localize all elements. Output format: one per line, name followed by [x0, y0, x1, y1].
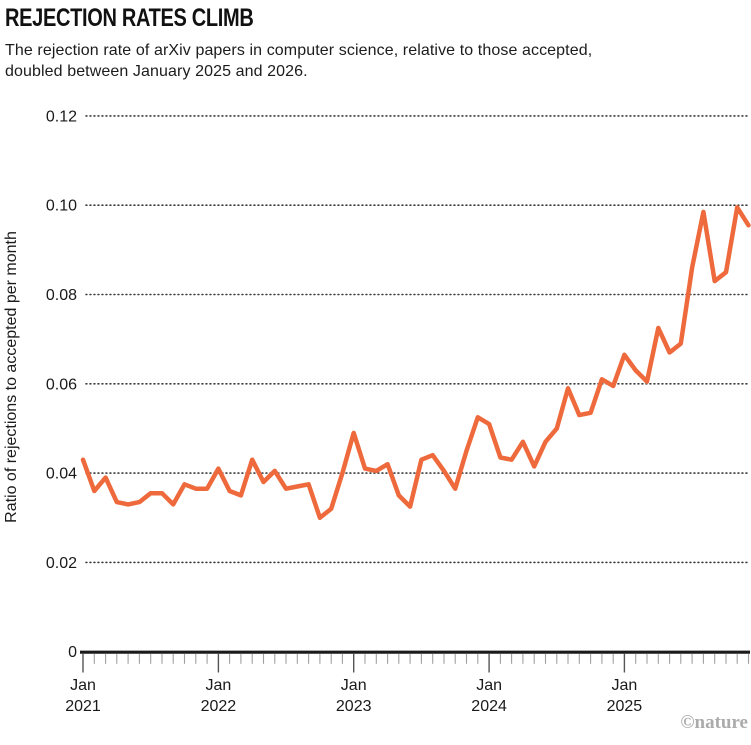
y-tick-label: 0	[68, 644, 77, 661]
x-tick-label-year: 2022	[201, 698, 237, 715]
x-tick-label-month: Jan	[341, 677, 367, 694]
x-tick-label-year: 2024	[471, 698, 507, 715]
x-tick-label-month: Jan	[612, 677, 638, 694]
x-tick-label-year: 2021	[65, 698, 101, 715]
gridlines	[85, 115, 749, 564]
chart-subtitle-line2: doubled between January 2025 and 2026.	[5, 63, 308, 80]
chart-subtitle-line1: The rejection rate of arXiv papers in co…	[5, 42, 593, 59]
data-line	[80, 205, 751, 521]
y-tick-labels: 0 0.02 0.04 0.06 0.08 0.10 0.12	[46, 108, 77, 661]
y-tick-label: 0.12	[46, 108, 77, 125]
chart-title: REJECTION RATES CLIMB	[5, 4, 597, 33]
x-tick-label-year: 2025	[607, 698, 643, 715]
y-tick-label: 0.04	[46, 466, 77, 483]
x-tick-label-month: Jan	[206, 677, 232, 694]
chart-subtitle: The rejection rate of arXiv papers in co…	[5, 40, 745, 82]
x-tick-label-month: Jan	[476, 677, 502, 694]
x-axis	[80, 650, 750, 673]
y-tick-label: 0.06	[46, 376, 77, 393]
chart-header: REJECTION RATES CLIMB The rejection rate…	[5, 4, 745, 82]
chart-title-text: REJECTION RATES CLIMB	[5, 4, 254, 32]
y-tick-label: 0.08	[46, 287, 77, 304]
y-axis-title: Ratio of rejections to accepted per mont…	[3, 231, 20, 523]
y-tick-label: 0.02	[46, 555, 77, 572]
x-tick-label-year: 2023	[336, 698, 372, 715]
y-tick-label: 0.10	[46, 198, 77, 215]
nature-credit: ©nature	[680, 712, 748, 733]
x-tick-label-month: Jan	[70, 677, 96, 694]
x-tick-labels: Jan 2021 Jan 2022 Jan 2023 Jan 2024 Jan 2025	[65, 677, 642, 715]
